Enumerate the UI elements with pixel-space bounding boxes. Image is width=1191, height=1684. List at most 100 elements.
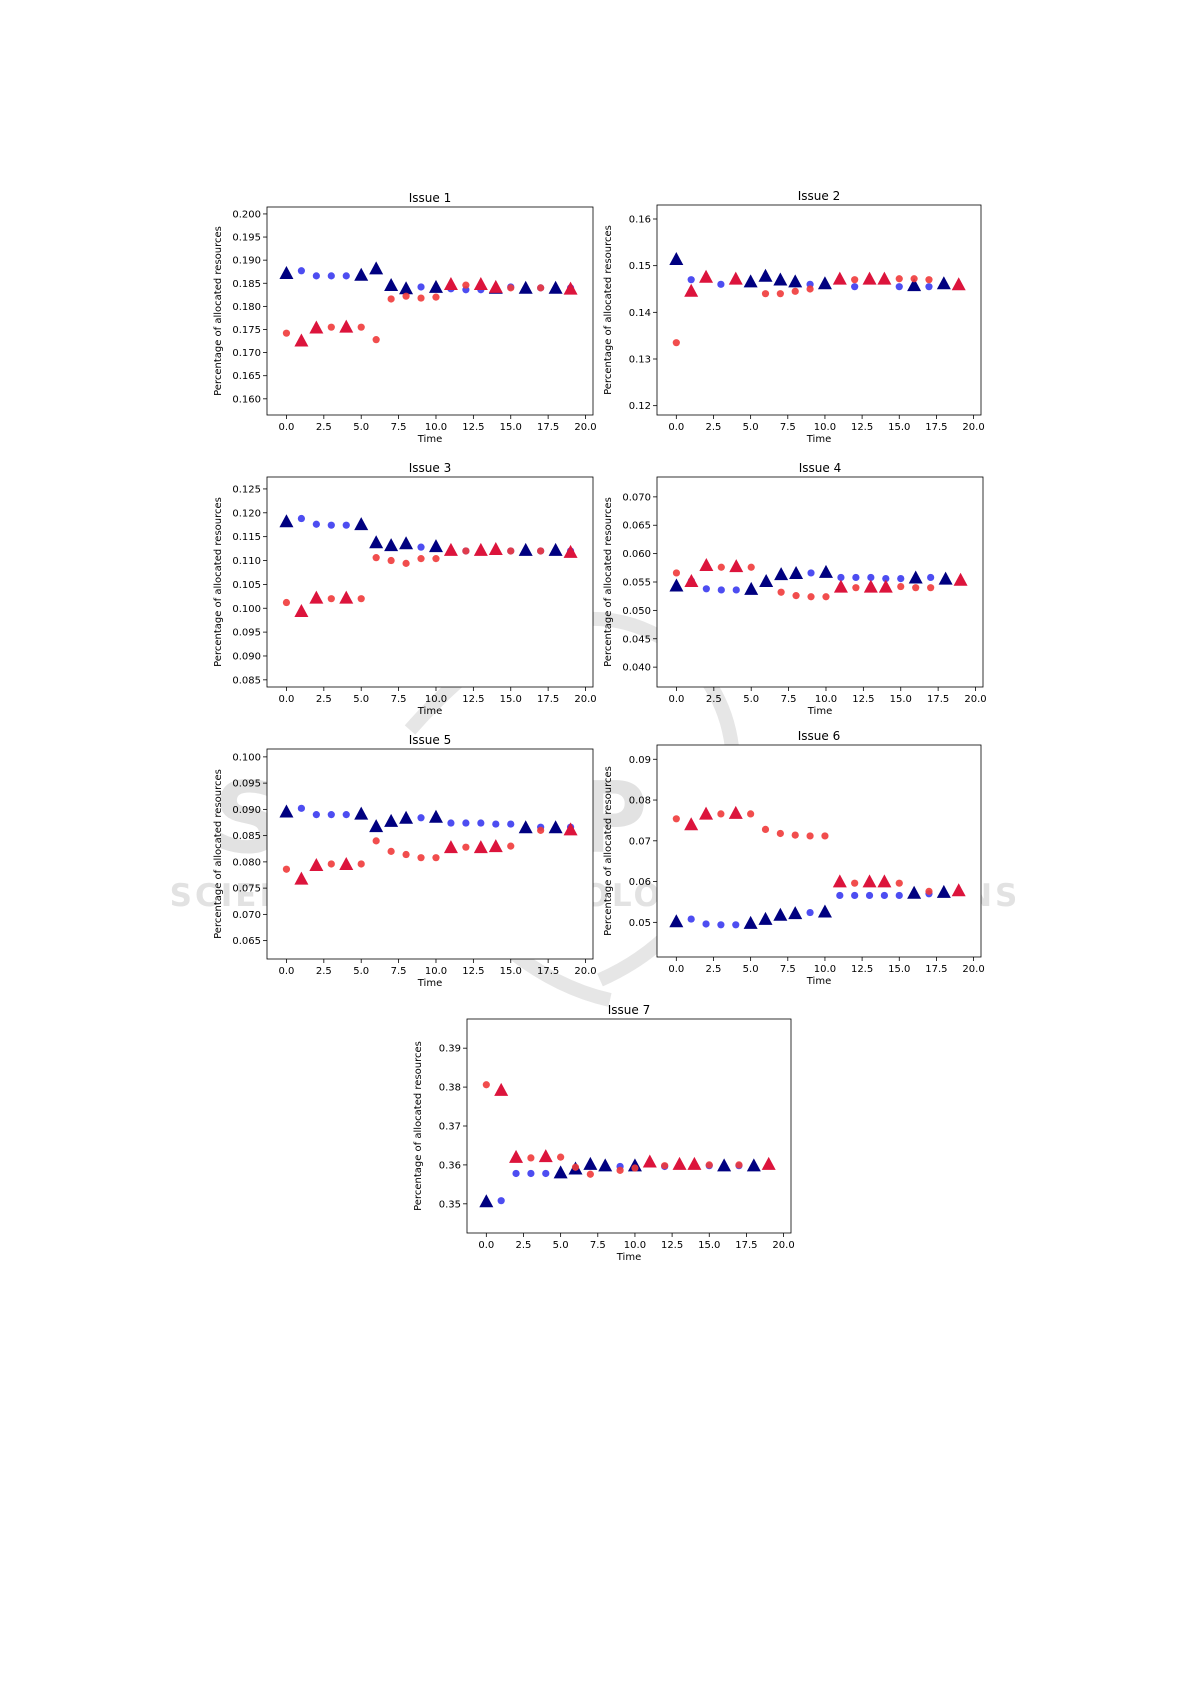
x-tick-label: 10.0 [425,422,447,433]
y-tick-label: 0.08 [629,796,651,807]
y-tick-label: 0.07 [629,836,651,847]
data-point-triangle [488,279,503,293]
data-point-triangle [746,1158,761,1172]
y-tick-label: 0.105 [232,580,261,591]
data-point-triangle [279,804,294,818]
data-point-triangle [294,333,309,347]
x-tick-label: 12.5 [852,694,874,705]
y-tick-label: 0.195 [232,233,261,244]
data-point-triangle [354,517,369,531]
chart-svg: Issue 7 0.0 2.5 5.0 7.5 10.0 12.5 15.0 17.5 20.0 0… [413,1003,795,1263]
data-point-triangle [788,906,803,920]
data-point-circle [631,1164,639,1172]
x-tick-label: 0.0 [668,422,684,433]
data-point-circle [851,879,859,887]
data-point-triangle [717,1158,732,1172]
data-point-circle [837,573,845,582]
plot-area [266,748,594,960]
data-point-circle [312,811,320,819]
x-tick-label: 0.0 [278,966,294,977]
data-point-circle [327,860,335,868]
data-point-triangle [309,858,324,872]
x-tick-label: 10.0 [814,964,836,975]
data-point-triangle [759,573,774,587]
y-tick-label: 0.085 [232,831,261,842]
data-point-triangle [518,542,533,556]
x-tick-label: 15.0 [698,1240,720,1251]
data-point-circle [507,547,515,555]
data-point-circle [357,323,365,331]
x-tick-label: 7.5 [780,964,796,975]
y-tick-label: 0.125 [232,484,261,495]
data-point-circle [507,842,515,850]
data-point-circle [895,283,903,291]
data-point-triangle [773,907,788,921]
x-tick-label: 17.5 [927,694,949,705]
y-tick-label: 0.095 [232,628,261,639]
x-tick-label: 20.0 [962,964,984,975]
x-tick-label: 5.0 [353,694,369,705]
data-point-circle [462,819,470,827]
x-tick-label: 2.5 [706,422,722,433]
data-point-circle [537,284,545,292]
data-point-circle [537,547,545,555]
data-point-circle [297,804,305,812]
data-point-circle [776,829,784,838]
plot-area [656,744,982,958]
x-axis-label: Time [417,706,442,717]
data-point-triangle [684,817,699,831]
data-point-triangle [743,274,758,288]
data-point-circle [895,879,903,887]
data-point-circle [717,810,725,818]
data-point-triangle [369,261,384,275]
x-tick-label: 17.5 [537,966,559,977]
data-point-triangle [863,579,878,593]
data-point-circle [462,547,470,555]
data-point-triangle [817,276,832,290]
data-point-circle [342,272,350,280]
data-point-triangle [951,883,966,897]
chart-title: Issue 6 [798,729,840,743]
x-tick-label: 2.5 [316,694,332,705]
y-axis-label: Percentage of allocated resources [603,766,614,936]
data-point-triangle [773,272,788,286]
data-point-triangle [862,874,877,888]
data-point-circle [432,555,440,563]
data-point-circle [927,573,935,582]
data-point-circle [687,276,695,284]
y-tick-label: 0.100 [232,604,261,615]
x-tick-label: 17.5 [735,1240,757,1251]
data-point-circle [806,832,814,840]
data-point-circle [586,1170,594,1178]
data-point-triangle [938,571,953,585]
series-red-triangle [684,805,966,897]
data-point-circle [342,521,350,529]
x-axis-label: Time [616,1252,641,1263]
data-point-circle [282,598,291,607]
data-point-circle [897,582,905,591]
data-point-triangle [563,822,578,836]
data-point-circle [925,283,933,291]
y-axis-label: Percentage of allocated resources [213,769,224,939]
data-point-triangle [294,871,309,885]
series-red-circle [282,281,545,344]
series-red-circle [672,810,933,895]
y-tick-label: 0.14 [629,308,651,319]
data-point-circle [297,514,305,523]
y-tick-label: 0.200 [232,209,261,220]
data-point-circle [477,819,485,827]
data-point-triangle [687,1156,702,1170]
x-tick-label: 17.5 [925,422,947,433]
data-point-triangle [443,277,458,291]
data-point-triangle [907,885,922,899]
data-point-triangle [428,539,443,553]
data-point-circle [282,865,291,873]
y-tick-label: 0.070 [232,910,261,921]
series-blue-circle [297,804,575,831]
y-tick-label: 0.05 [629,918,651,929]
data-point-circle [792,592,800,600]
y-tick-label: 0.080 [232,857,261,868]
chart-issue-5: Issue 5 0.0 2.5 5.0 7.5 10.0 12.5 15.0 17.5 20.0 0… [205,729,600,993]
data-point-triangle [354,806,369,820]
plot-area [466,1018,792,1234]
